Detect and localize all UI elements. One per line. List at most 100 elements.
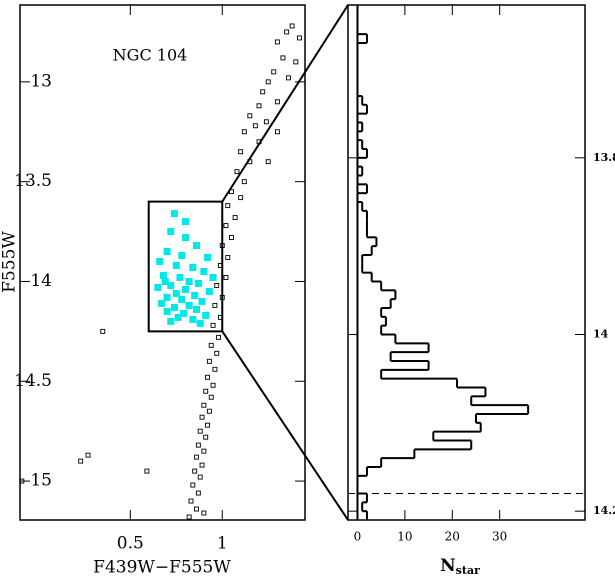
data-point: [223, 275, 229, 280]
data-point: [181, 234, 189, 242]
plot-frame: [19, 4, 306, 521]
y-tick-label: 14: [593, 327, 609, 340]
data-point: [159, 271, 167, 279]
data-point: [100, 328, 106, 334]
data-point: [195, 490, 201, 496]
data-point: [78, 458, 84, 464]
zoom-connector: [221, 330, 349, 521]
data-point: [189, 263, 197, 271]
data-point: [172, 289, 180, 297]
data-point: [280, 55, 286, 61]
data-point: [216, 334, 222, 340]
data-point: [208, 394, 214, 400]
data-point: [178, 295, 186, 303]
data-point: [284, 29, 290, 35]
data-point: [191, 291, 199, 299]
data-point: [210, 322, 216, 328]
data-point: [199, 414, 205, 420]
data-point: [19, 478, 25, 484]
data-point: [260, 89, 266, 95]
data-point: [185, 301, 193, 309]
data-point: [241, 179, 247, 185]
y-tick-label: 14.2: [593, 504, 615, 517]
data-point: [271, 69, 277, 75]
data-point: [289, 23, 295, 29]
data-point: [214, 350, 220, 356]
data-point: [201, 510, 207, 516]
data-point: [206, 358, 212, 364]
data-point: [210, 382, 216, 388]
data-point: [194, 279, 202, 287]
data-point: [223, 223, 229, 229]
data-point: [265, 79, 271, 85]
data-point: [196, 319, 204, 327]
data-point: [188, 498, 194, 504]
data-point: [241, 129, 247, 135]
data-point: [274, 129, 280, 135]
data-point: [286, 75, 291, 81]
y-axis-label: F555W: [0, 231, 20, 293]
data-point: [192, 468, 198, 474]
x-axis-label-main: N: [440, 556, 456, 576]
data-point: [180, 309, 188, 317]
data-point: [201, 448, 207, 454]
data-point: [238, 149, 244, 155]
data-point: [205, 374, 210, 380]
annotation: NGC 104: [113, 46, 188, 65]
data-point: [200, 267, 208, 275]
data-point: [181, 285, 189, 293]
data-point: [204, 254, 212, 262]
data-point: [144, 468, 150, 474]
data-point: [163, 248, 171, 256]
x-tick-label: 0.5: [117, 534, 144, 554]
data-point: [85, 452, 91, 458]
x-axis-label: F439W−F555W: [93, 558, 231, 578]
x-axis-label-sub: star: [456, 564, 480, 577]
data-point: [167, 228, 175, 236]
data-point: [234, 169, 240, 175]
x-tick-label: 1: [217, 534, 228, 554]
data-point: [190, 482, 196, 488]
data-point: [265, 159, 271, 165]
x-tick-label: 30: [492, 530, 507, 544]
data-point: [194, 506, 199, 512]
data-point: [199, 462, 205, 468]
data-point: [263, 119, 269, 125]
data-point: [172, 261, 180, 269]
data-point: [274, 39, 280, 45]
y-tick-label: 13.8: [593, 151, 615, 164]
data-point: [170, 210, 178, 218]
data-point: [193, 242, 201, 250]
x-axis-label: Nstar: [440, 556, 480, 578]
selection-box: [147, 200, 224, 333]
data-point: [189, 315, 197, 323]
data-point: [176, 273, 184, 281]
data-point: [209, 273, 217, 281]
data-point: [167, 281, 175, 289]
data-point: [178, 252, 186, 260]
data-point: [225, 255, 231, 260]
data-point: [203, 434, 209, 440]
data-point: [274, 99, 280, 105]
data-point: [203, 388, 209, 394]
y-tick-label: 13: [30, 71, 52, 91]
data-point: [185, 277, 193, 285]
data-point: [205, 287, 213, 295]
data-point: [167, 317, 175, 325]
data-point: [195, 442, 201, 448]
data-point: [205, 422, 210, 428]
data-point: [186, 514, 192, 520]
data-point: [212, 302, 218, 308]
y-tick-label: 14: [30, 271, 52, 291]
data-point: [238, 195, 244, 201]
x-tick-label: 20: [445, 530, 460, 544]
data-point: [201, 402, 207, 408]
data-point: [214, 283, 220, 288]
data-point: [181, 218, 189, 226]
y-tick-label: 15: [30, 471, 52, 491]
data-point: [163, 293, 171, 301]
data-point: [193, 305, 201, 313]
x-tick-label: 10: [397, 530, 412, 544]
data-point: [252, 123, 258, 129]
